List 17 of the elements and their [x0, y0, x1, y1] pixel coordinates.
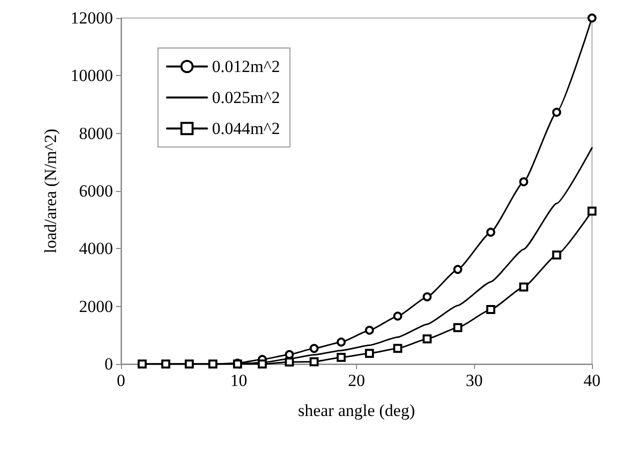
y-tick-label: 10000: [70, 66, 113, 86]
x-tick-label: 10: [230, 371, 248, 390]
x-tick-label: 0: [116, 371, 126, 390]
x-tick-label: 40: [584, 371, 600, 390]
x-tick-label: 20: [348, 371, 365, 390]
y-tick-label: 2000: [79, 296, 113, 316]
legend-label: 0.025m^2: [212, 88, 280, 107]
legend-label: 0.012m^2: [212, 57, 280, 76]
y-tick-label: 6000: [79, 182, 113, 200]
y-tick-label: 12000: [70, 8, 113, 28]
y-axis-title: load/area (N/m^2): [41, 128, 60, 254]
y-tick-label: 8000: [79, 124, 113, 143]
x-axis-title: shear angle (deg): [298, 401, 416, 420]
y-tick-label: 4000: [79, 239, 113, 258]
legend-label: 0.044m^2: [212, 119, 280, 138]
x-tick-label: 30: [466, 371, 483, 390]
y-tick-label: 0: [104, 354, 113, 374]
